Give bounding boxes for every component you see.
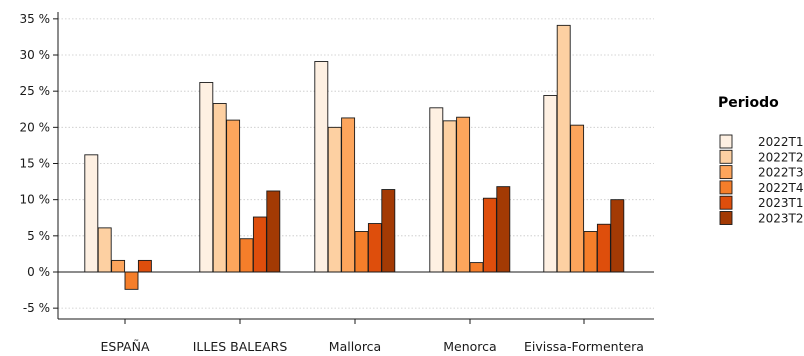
axes: -5 % 0 % 5 % 10 % 15 % 20 % 25 % 30 % 35 % ESPAÑA… — [20, 12, 654, 354]
bar — [137, 259, 152, 273]
bar — [596, 223, 611, 273]
bar — [212, 103, 227, 273]
x-tick-label: Menorca — [443, 339, 496, 354]
bar — [111, 259, 126, 273]
y-tick-label: 35 % — [20, 12, 51, 26]
y-tick-label: 30 % — [20, 48, 51, 62]
bar — [496, 186, 511, 273]
legend-label: 2022T1 — [758, 135, 804, 149]
bar — [429, 107, 444, 273]
legend-label: 2022T3 — [758, 166, 804, 180]
y-tick-label: 20 % — [20, 120, 51, 134]
y-tick-label: 25 % — [20, 84, 51, 98]
legend-label: 2022T4 — [758, 181, 804, 195]
x-tick-label: Mallorca — [329, 339, 381, 354]
bar — [570, 124, 585, 273]
bar — [456, 116, 471, 273]
bar — [239, 238, 254, 273]
bar — [199, 82, 214, 273]
bar — [314, 61, 329, 273]
y-tick-label: 10 % — [20, 193, 51, 207]
bar — [97, 227, 112, 273]
y-tick-label: 5 % — [27, 229, 50, 243]
legend-swatch — [719, 149, 733, 164]
y-tick-label: 0 % — [27, 265, 50, 279]
bar — [469, 262, 484, 273]
y-tick-label: -5 % — [23, 301, 50, 315]
bar — [226, 119, 241, 273]
bar — [556, 24, 571, 273]
legend-label: 2023T2 — [758, 212, 804, 226]
bar — [252, 216, 267, 273]
bar — [482, 197, 497, 273]
x-tick-label: ESPAÑA — [100, 339, 149, 354]
bar — [367, 223, 382, 273]
legend-swatch — [719, 211, 733, 225]
x-tick-label: Eivissa-Formentera — [524, 339, 644, 354]
bar — [84, 154, 99, 273]
bar — [610, 199, 625, 273]
legend-swatch — [719, 134, 733, 149]
y-tick-label: 15 % — [20, 157, 51, 171]
bar — [124, 271, 139, 290]
x-tick-label: ILLES BALEARS — [193, 339, 288, 354]
legend-title: Periodo — [718, 95, 779, 111]
legend-label: 2022T2 — [758, 150, 804, 164]
bar — [341, 117, 356, 273]
bar — [354, 231, 369, 273]
bar — [381, 189, 396, 273]
bars — [84, 24, 625, 290]
bar — [327, 126, 342, 273]
bar — [583, 231, 598, 273]
legend-swatch — [719, 165, 733, 180]
legend-swatch — [719, 195, 733, 210]
legend-label: 2023T1 — [758, 196, 804, 210]
legend-swatch — [719, 180, 733, 195]
bar — [442, 120, 457, 273]
bar — [543, 95, 558, 273]
bar — [266, 190, 281, 273]
